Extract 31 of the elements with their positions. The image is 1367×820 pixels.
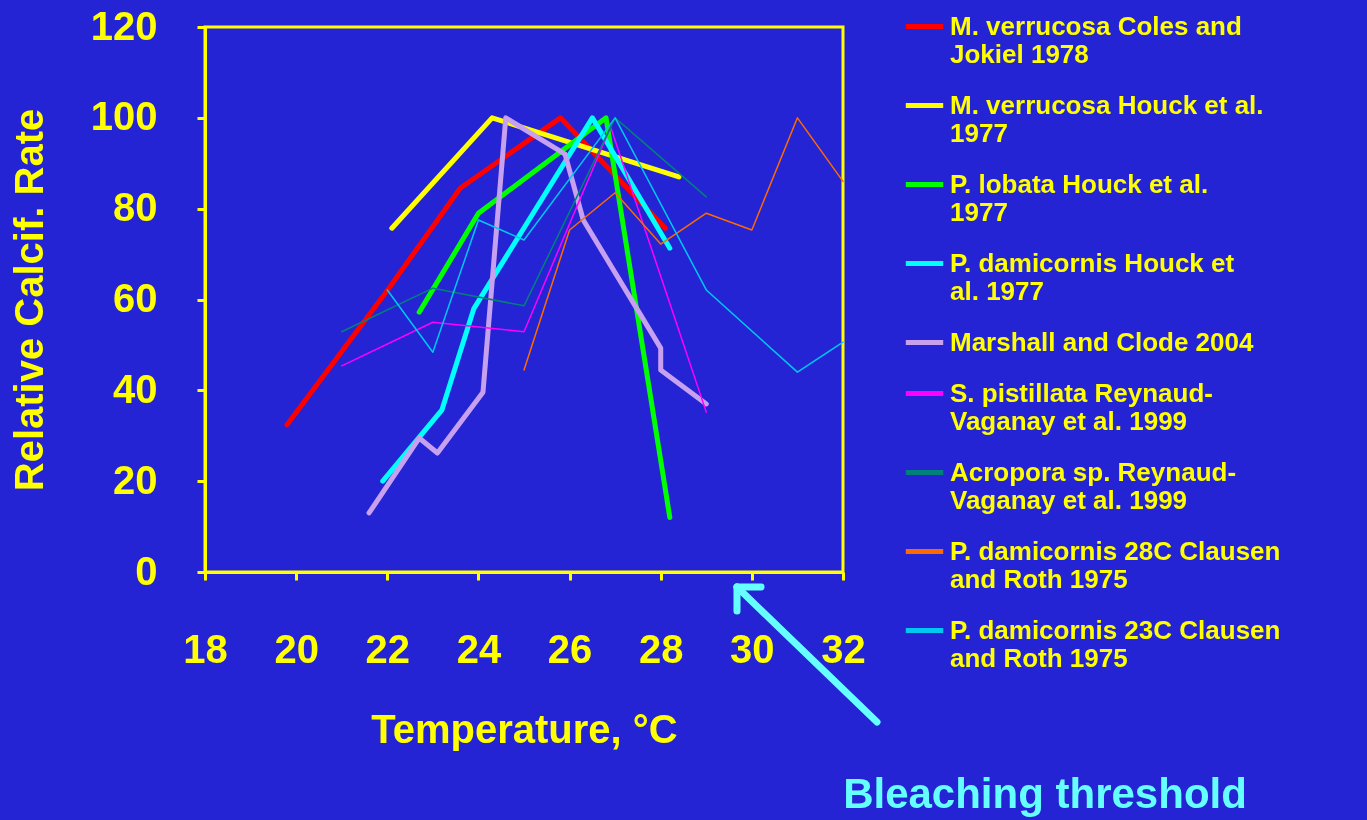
y-tick-label: 60 [113,276,158,320]
y-tick-label: 20 [113,457,158,502]
line-series [523,117,844,371]
x-tick-label: 32 [821,626,866,671]
y-tick-label: 40 [113,366,158,411]
x-tick-label: 28 [638,626,684,671]
text: Bleaching threshold [843,770,1247,817]
legend-label: Acropora sp. Reynaud-Vaganay et al. 1999 [950,456,1237,515]
x-tick-label: 30 [730,626,775,671]
legend-label: S. pistillata Reynaud-Vaganay et al. 1999 [950,377,1213,436]
y-tick-label: 0 [135,548,158,593]
legend-label: M. verrucosa Coles and Jokiel 1978 [950,10,1242,69]
legend-label: P. lobata Houck et al. 1977 [950,168,1209,227]
y-tick-label: 80 [113,185,158,230]
legend-label: P. damicornis 28C Clausen and Roth 1975 [950,535,1281,594]
legend-label: M. verrucosa Houck et al. 1977 [950,89,1264,148]
line-series [340,126,708,413]
legend-label: P. damicornis 23C Clausen and Roth 1975 [950,614,1281,673]
x-tick-label: 18 [183,626,228,671]
y-tick-label: 120 [90,3,158,48]
y-tick-label: 100 [90,94,158,139]
line-series [386,117,844,373]
legend-label: Marshall and Clode 2004 [950,326,1254,357]
x-tick-label: 20 [274,626,319,671]
x-tick-label: 26 [547,626,593,671]
x-tick-label: 24 [456,626,502,671]
line-series [340,117,708,333]
y-axis-title: Relative Calcif. Rate [6,108,51,492]
x-axis-title: Temperature, °C [371,706,678,751]
legend-label: P. damicornis Houck et al. 1977 [950,247,1235,306]
x-tick-label: 22 [365,626,411,671]
